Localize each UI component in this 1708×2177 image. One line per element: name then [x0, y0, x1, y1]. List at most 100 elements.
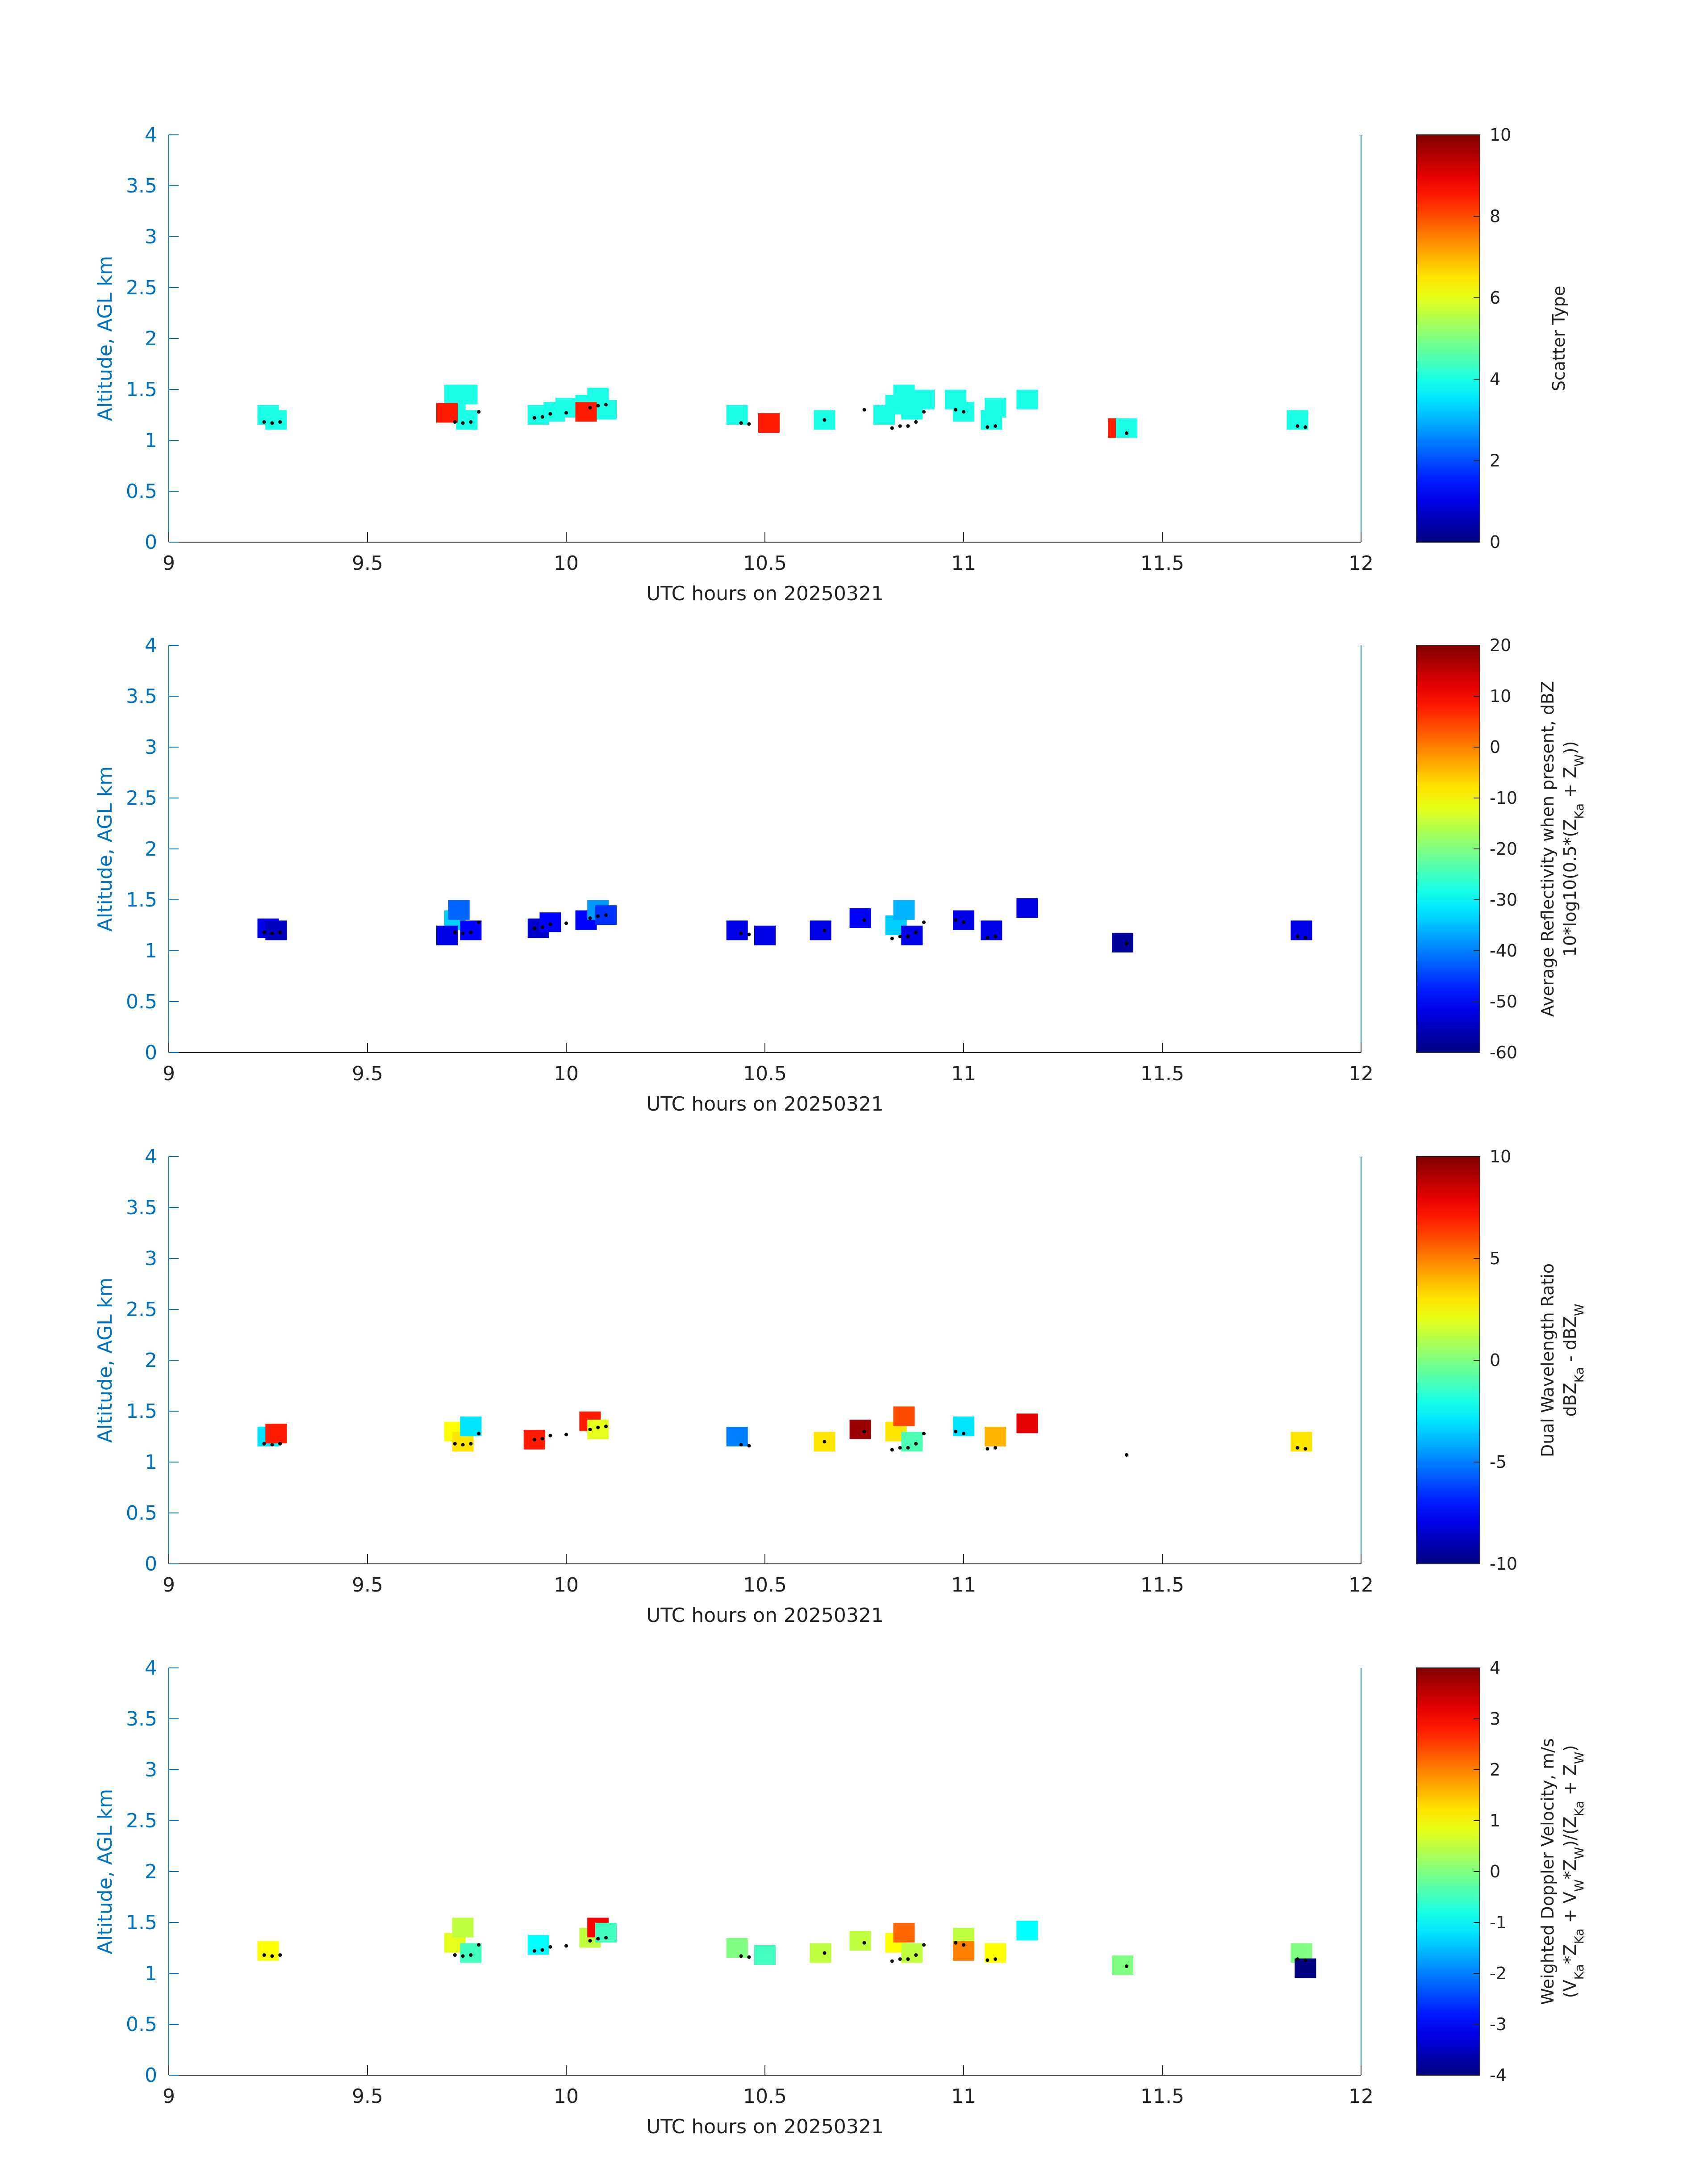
- label-part: Average Reflectivity when present, dBZ: [1538, 681, 1558, 1017]
- marker-dot: [588, 406, 592, 409]
- marker-dot: [548, 1945, 552, 1949]
- marker-dot: [914, 1442, 918, 1446]
- x-tick-label: 12: [1349, 1574, 1374, 1596]
- x-tick-label: 12: [1349, 552, 1374, 575]
- marker-dot: [278, 1953, 282, 1957]
- y-tick-label: 0.5: [126, 2013, 157, 2036]
- data-cell: [575, 402, 597, 422]
- marker-dot: [890, 1448, 894, 1452]
- marker-dot: [986, 1447, 990, 1451]
- y-tick-label: 4: [145, 1657, 157, 1680]
- y-tick-label: 1.5: [126, 889, 157, 911]
- label-part: )): [1560, 741, 1580, 754]
- marker-dot: [453, 1953, 457, 1957]
- label-part: *Z: [1560, 1944, 1580, 1964]
- marker-dot: [739, 932, 743, 936]
- marker-dot: [954, 918, 958, 922]
- marker-dot: [906, 424, 910, 428]
- marker-dot: [906, 1446, 910, 1450]
- x-tick-label: 11.5: [1140, 2085, 1184, 2108]
- y-axis-label: Altitude, AGL km: [94, 1278, 117, 1443]
- data-cell: [754, 925, 776, 945]
- marker-dot: [604, 403, 608, 407]
- data-cell: [436, 403, 458, 423]
- y-tick-label: 1.5: [126, 378, 157, 401]
- label-part: Ka: [1572, 803, 1587, 819]
- data-cells: [257, 1918, 1316, 1978]
- data-cell: [893, 900, 915, 920]
- marker-dot: [1295, 1957, 1299, 1961]
- marker-dot: [596, 914, 600, 918]
- colorbar-tick-label: 3: [1490, 1709, 1500, 1729]
- marker-dot: [548, 922, 552, 926]
- data-cell: [1016, 389, 1038, 409]
- marker-dot: [453, 931, 457, 934]
- marker-dots: [262, 1425, 1307, 1457]
- marker-dot: [862, 1941, 866, 1945]
- marker-dot: [1124, 1453, 1128, 1457]
- label-part: ): [1560, 1745, 1580, 1752]
- colorbar-label: Scatter Type: [1549, 286, 1569, 391]
- x-tick-label: 11.5: [1140, 552, 1184, 575]
- panel-3: 00.511.522.533.549 9.5 10 10.5 11 11.5 12 UTC h…: [94, 1145, 1587, 1627]
- marker-dot: [986, 425, 990, 429]
- data-cell: [849, 908, 871, 928]
- marker-dot: [461, 1954, 465, 1958]
- y-tick-label: 3.5: [126, 175, 157, 197]
- y-axis-label: Altitude, AGL km: [94, 256, 117, 421]
- colorbar-tick-label: -60: [1490, 1043, 1517, 1062]
- marker-dot: [962, 920, 965, 924]
- data-cell: [913, 389, 935, 409]
- data-cell: [810, 1943, 831, 1963]
- marker-dot: [588, 916, 592, 920]
- marker-dot: [739, 421, 743, 425]
- data-cell: [595, 400, 617, 420]
- marker-dot: [588, 1428, 592, 1431]
- colorbar-tick-label: -10: [1490, 788, 1517, 808]
- y-tick-label: 2: [145, 1860, 157, 1883]
- colorbar-tick-label: -1: [1490, 1913, 1507, 1932]
- marker-dot: [862, 408, 866, 412]
- x-tick-label: 9: [163, 1062, 175, 1085]
- marker-dot: [986, 936, 990, 940]
- y-tick-label: 4: [145, 634, 157, 657]
- data-cell: [985, 398, 1006, 418]
- marker-dot: [588, 1939, 592, 1943]
- marker-dot: [270, 1954, 274, 1958]
- colorbar-gradient: [1416, 1667, 1480, 2076]
- label-part: *Z: [1560, 1859, 1580, 1880]
- x-tick-label: 10.5: [743, 1574, 787, 1596]
- label-part: W: [1572, 1847, 1587, 1859]
- marker-dot: [739, 1954, 743, 1958]
- data-cell: [901, 925, 923, 945]
- x-tick-label: 9: [163, 552, 175, 575]
- marker-dot: [278, 931, 282, 934]
- colorbar-tick-label: -4: [1490, 2065, 1507, 2085]
- marker-dot: [278, 420, 282, 424]
- y-tick-label: 3: [145, 1759, 157, 1781]
- marker-dot: [1303, 1958, 1307, 1962]
- marker-dot: [898, 424, 902, 428]
- x-tick-label: 9.5: [352, 1062, 383, 1085]
- data-cell: [456, 384, 478, 405]
- marker-dot: [1124, 942, 1128, 945]
- colorbar-tick-label: -20: [1490, 839, 1517, 859]
- marker-dot: [898, 935, 902, 939]
- marker-dot: [747, 1955, 751, 1959]
- data-cell: [265, 1424, 287, 1444]
- y-axis-label: Altitude, AGL km: [94, 766, 117, 932]
- colorbar-tick-label: 0: [1490, 1350, 1500, 1370]
- x-axis-label: UTC hours on 20250321: [646, 1604, 884, 1627]
- marker-dot: [906, 935, 910, 939]
- x-tick-label: 11: [951, 552, 976, 575]
- marker-dot: [922, 1432, 926, 1436]
- x-tick-label: 12: [1349, 1062, 1374, 1085]
- axes: 00.511.522.533.549 9.5 10 10.5 11 11.5 12: [126, 1145, 1374, 1596]
- data-cell: [436, 925, 458, 945]
- y-tick-label: 3.5: [126, 685, 157, 708]
- colorbar: -10 -5 0 5 10 Dual Wavelength Ratio dBZKa - dB…: [1416, 1147, 1587, 1574]
- y-tick-label: 2: [145, 1349, 157, 1372]
- marker-dot: [922, 1943, 926, 1947]
- data-cell: [456, 410, 478, 430]
- marker-dot: [747, 422, 751, 426]
